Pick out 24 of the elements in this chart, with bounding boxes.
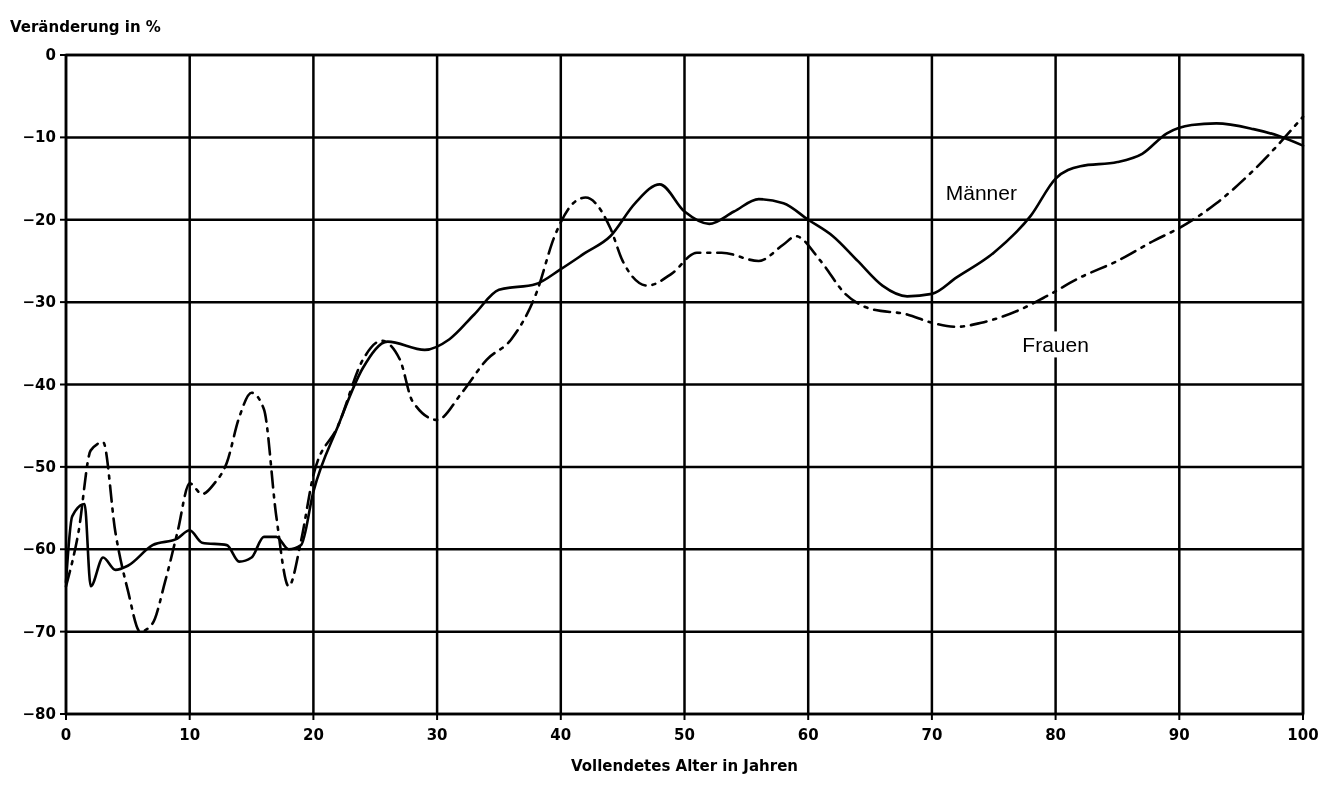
y-axis-title: Veränderung in % <box>10 18 161 36</box>
y-tick-label: −20 <box>22 210 56 229</box>
x-tick-label: 80 <box>1045 726 1067 744</box>
x-tick-label: 20 <box>302 726 324 744</box>
series-label: Frauen <box>1022 333 1089 357</box>
x-tick-label: 70 <box>921 726 943 744</box>
x-tick-label: 10 <box>179 726 201 744</box>
y-tick-label: −50 <box>22 457 56 476</box>
x-tick-label: 90 <box>1168 726 1190 744</box>
y-tick-label: −30 <box>22 293 56 312</box>
y-tick-label: −40 <box>22 375 56 394</box>
y-tick-label: −80 <box>22 705 56 723</box>
x-tick-label: 0 <box>60 726 72 744</box>
x-tick-label: 100 <box>1287 726 1319 744</box>
series-label: Männer <box>945 181 1017 205</box>
x-tick-label: 50 <box>674 726 695 744</box>
x-tick-label: 60 <box>797 726 819 744</box>
y-tick-label: −60 <box>22 540 56 559</box>
y-tick-label: −10 <box>22 128 56 147</box>
y-tick-label: 0 <box>45 46 56 64</box>
x-tick-label: 40 <box>550 726 572 744</box>
x-tick-label: 30 <box>426 726 448 744</box>
y-tick-label: −70 <box>22 622 56 641</box>
x-axis-title: Vollendetes Alter in Jahren <box>570 757 799 775</box>
